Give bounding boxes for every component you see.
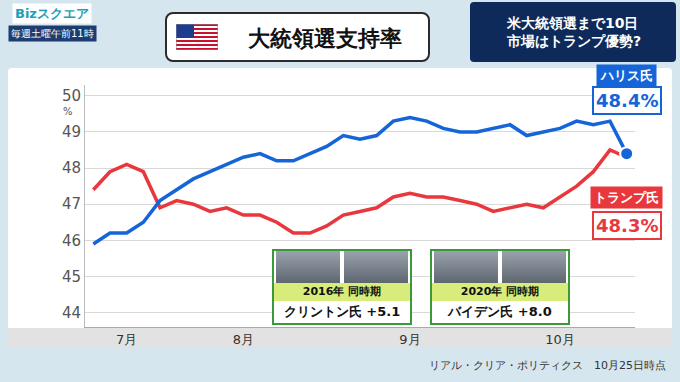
svg-text:リアル・クリア・ポリティクス 10月25日時点: リアル・クリア・ポリティクス 10月25日時点 [429,359,666,372]
svg-text:44: 44 [62,304,81,322]
html-text:2020年 同時期: 2020年 同時期 [460,285,540,298]
svg-text:%: % [63,106,73,117]
svg-text:大統領選支持率: 大統領選支持率 [248,26,402,51]
svg-text:46: 46 [62,232,81,250]
svg-text:毎週土曜午前11時: 毎週土曜午前11時 [11,28,94,39]
svg-text:48.3%: 48.3% [596,215,658,236]
svg-text:8月: 8月 [233,332,254,347]
svg-text:9月: 9月 [399,332,420,347]
svg-text:47: 47 [62,195,81,213]
svg-text:49: 49 [62,123,81,141]
svg-text:トランプ氏: トランプ氏 [594,190,659,205]
svg-text:Bizスクエア: Bizスクエア [15,6,89,21]
svg-text:45: 45 [62,268,81,286]
svg-text:米大統領選まで10日市場はトランプ優勢?: 米大統領選まで10日市場はトランプ優勢? [506,15,641,49]
svg-text:ハリス氏: ハリス氏 [600,68,653,83]
html-text:2016年 同時期: 2016年 同時期 [302,285,382,298]
html-text:クリントン氏 +5.1: クリントン氏 +5.1 [283,304,401,319]
html-text:バイデン氏 +8.0: バイデン氏 +8.0 [448,304,552,319]
svg-text:50: 50 [62,87,81,105]
svg-text:7月: 7月 [116,332,137,347]
svg-text:48.4%: 48.4% [596,90,658,111]
svg-text:48: 48 [62,159,81,177]
svg-text:10月: 10月 [545,332,575,347]
